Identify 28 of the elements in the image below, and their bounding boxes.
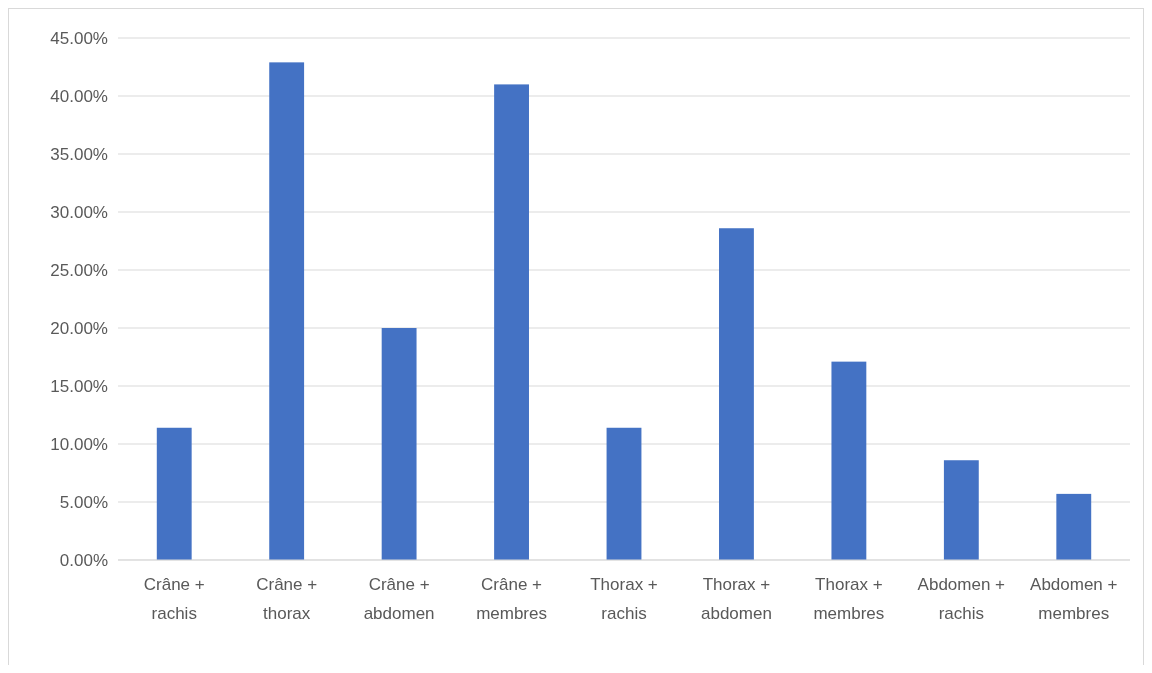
x-tick-label: Crâne + thorax bbox=[256, 575, 318, 623]
x-tick-label: Thorax + membres bbox=[813, 575, 885, 623]
x-tick-label: Crâne + membres bbox=[476, 575, 547, 623]
y-tick-label: 0.00% bbox=[59, 550, 108, 570]
bar bbox=[943, 460, 979, 560]
x-tick-label: Abdomen + membres bbox=[1030, 575, 1118, 623]
y-tick-label: 10.00% bbox=[50, 434, 108, 454]
bar bbox=[494, 84, 529, 560]
bar bbox=[269, 62, 305, 560]
y-tick-label: 40.00% bbox=[50, 86, 108, 106]
y-tick-label: 45.00% bbox=[50, 28, 108, 48]
x-tick-label: Thorax + rachis bbox=[590, 575, 658, 623]
bar bbox=[381, 328, 417, 560]
bar bbox=[606, 427, 642, 560]
bar bbox=[156, 427, 192, 560]
x-tick-label: Thorax + abdomen bbox=[701, 575, 772, 623]
y-tick-label: 20.00% bbox=[50, 318, 108, 338]
y-tick-label: 15.00% bbox=[50, 376, 108, 396]
y-tick-label: 35.00% bbox=[50, 144, 108, 164]
x-tick-label: Crâne + abdomen bbox=[363, 575, 435, 623]
bar bbox=[1056, 493, 1092, 560]
bar bbox=[719, 228, 754, 560]
x-tick-label: Crâne + rachis bbox=[143, 575, 205, 623]
y-tick-label: 25.00% bbox=[50, 260, 108, 280]
x-tick-label: Abdomen + rachis bbox=[917, 575, 1006, 623]
bar bbox=[831, 361, 867, 560]
y-tick-label: 30.00% bbox=[50, 202, 108, 222]
y-tick-label: 5.00% bbox=[59, 492, 108, 512]
